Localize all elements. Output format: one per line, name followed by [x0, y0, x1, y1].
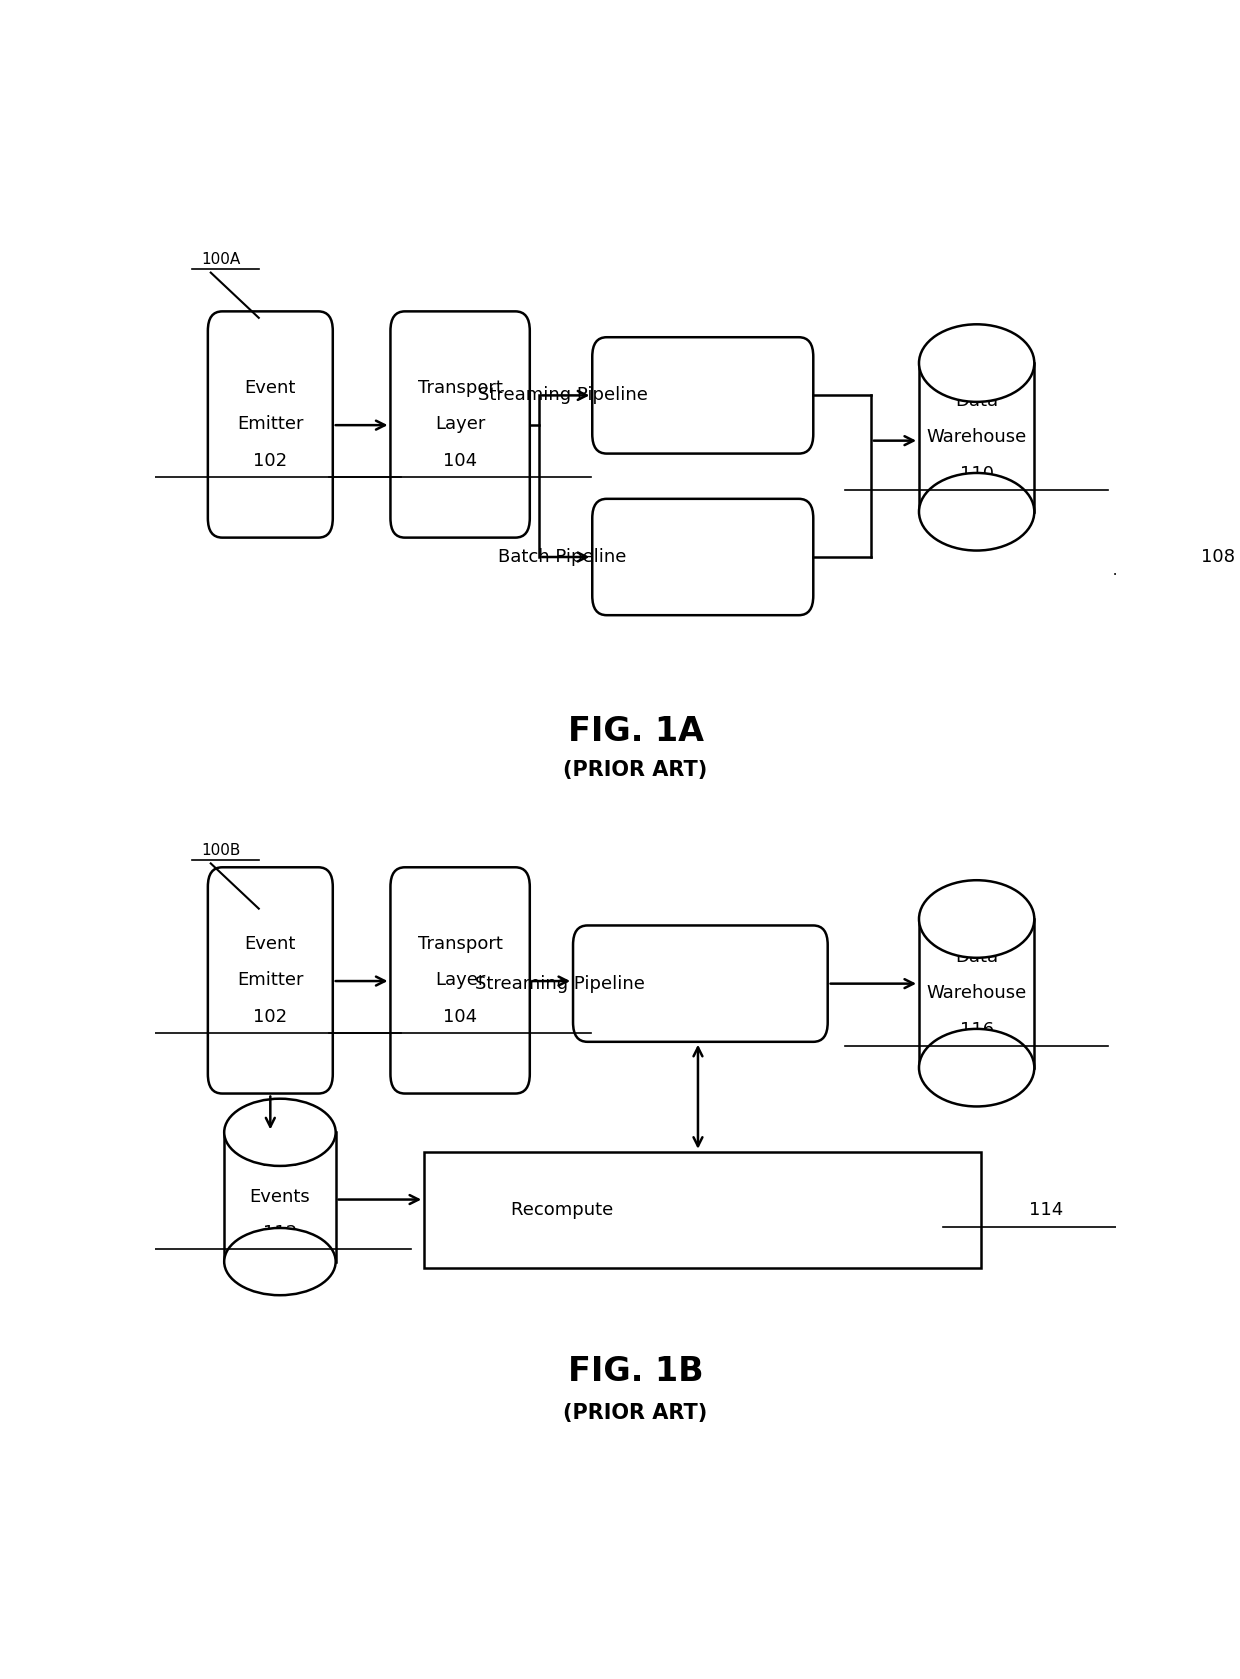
- FancyBboxPatch shape: [208, 311, 332, 537]
- Text: Warehouse: Warehouse: [926, 984, 1027, 1002]
- Text: 108: 108: [1202, 547, 1235, 566]
- Text: 102: 102: [253, 1007, 288, 1026]
- Text: Data: Data: [955, 393, 998, 410]
- Text: 104: 104: [443, 452, 477, 470]
- Text: Streaming Pipeline: Streaming Pipeline: [477, 386, 653, 405]
- Text: 112: 112: [263, 1224, 298, 1242]
- FancyBboxPatch shape: [391, 868, 529, 1093]
- FancyBboxPatch shape: [573, 925, 828, 1041]
- Text: Emitter: Emitter: [237, 972, 304, 989]
- FancyBboxPatch shape: [593, 499, 813, 615]
- Text: (PRIOR ART): (PRIOR ART): [563, 761, 708, 781]
- Ellipse shape: [919, 473, 1034, 551]
- Text: Emitter: Emitter: [237, 415, 304, 433]
- Ellipse shape: [919, 1029, 1034, 1106]
- Text: Raw: Raw: [260, 1152, 299, 1170]
- Text: Data: Data: [955, 949, 998, 965]
- Ellipse shape: [224, 1227, 336, 1295]
- Ellipse shape: [919, 324, 1034, 401]
- Text: Warehouse: Warehouse: [926, 428, 1027, 447]
- Ellipse shape: [919, 880, 1034, 957]
- Text: Recompute: Recompute: [511, 1200, 619, 1219]
- Ellipse shape: [224, 1098, 336, 1165]
- Text: Event: Event: [244, 379, 296, 398]
- Bar: [424, 1152, 982, 1268]
- Text: Transport: Transport: [418, 935, 502, 954]
- Text: Streaming Pipeline: Streaming Pipeline: [475, 974, 651, 992]
- Text: FIG. 1B: FIG. 1B: [568, 1355, 703, 1389]
- Text: Events: Events: [249, 1189, 310, 1206]
- Text: (PRIOR ART): (PRIOR ART): [563, 1404, 708, 1422]
- Text: 116: 116: [960, 1021, 993, 1039]
- Text: Event: Event: [244, 935, 296, 954]
- Text: Layer: Layer: [435, 415, 485, 433]
- Text: 114: 114: [1029, 1200, 1064, 1219]
- Text: Layer: Layer: [435, 972, 485, 989]
- FancyBboxPatch shape: [208, 868, 332, 1093]
- Text: Batch Pipeline: Batch Pipeline: [498, 547, 632, 566]
- FancyBboxPatch shape: [593, 337, 813, 453]
- Text: 102: 102: [253, 452, 288, 470]
- Text: 100B: 100B: [201, 843, 241, 858]
- Text: 110: 110: [960, 465, 993, 482]
- FancyBboxPatch shape: [391, 311, 529, 537]
- Text: 100A: 100A: [201, 252, 241, 267]
- Text: Transport: Transport: [418, 379, 502, 398]
- Text: 104: 104: [443, 1007, 477, 1026]
- Text: FIG. 1A: FIG. 1A: [568, 715, 703, 749]
